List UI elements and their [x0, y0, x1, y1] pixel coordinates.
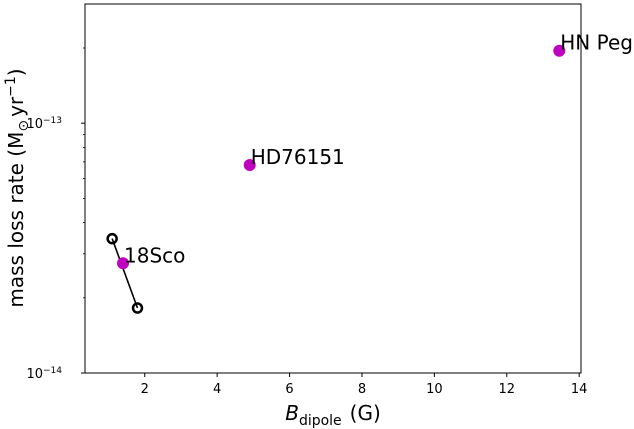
y-axis-label-close: ): [4, 68, 28, 76]
y-axis-label-main: mass loss rate (M: [4, 132, 28, 308]
plot-area: 18Sco HD76151 HN Peg: [106, 31, 633, 314]
data-label-1: 18Sco: [124, 243, 185, 267]
x-tick-label-7: 14: [571, 382, 588, 397]
x-axis-label-main: B: [285, 401, 299, 425]
x-axis-label-sub: dipole: [299, 413, 342, 429]
y-tick-label-exp-2: −13: [43, 116, 62, 126]
x-tick-label-1: 2: [141, 382, 149, 397]
x-tick-label-2: 4: [213, 382, 221, 397]
y-axis-label: mass loss rate (M⊙ yr−1): [3, 68, 32, 307]
data-label-3: HN Peg: [560, 31, 633, 55]
y-axis-label-sun: ⊙: [16, 120, 32, 132]
data-point-1: [117, 257, 130, 270]
x-tick-label-6: 12: [499, 382, 516, 397]
data-point-2: [243, 159, 256, 172]
x-tick-label-5: 10: [426, 382, 443, 397]
x-tick-label-3: 6: [285, 382, 293, 397]
data-label-2: HD76151: [251, 145, 345, 169]
axes-frame: [84, 3, 582, 374]
range-line: [111, 238, 139, 309]
x-tick-label-4: 8: [358, 382, 366, 397]
y-axis-label-unit: yr: [4, 96, 28, 117]
x-axis-label: Bdipole (G): [285, 401, 381, 429]
y-tick-label-exp-1: −14: [43, 366, 62, 376]
x-axis-label-unit: (G): [350, 401, 381, 425]
y-axis-label-exp: −1: [3, 76, 19, 97]
range-endpoint-2: [131, 302, 144, 314]
range-endpoint-1: [106, 232, 118, 245]
data-point-3: [553, 44, 566, 57]
